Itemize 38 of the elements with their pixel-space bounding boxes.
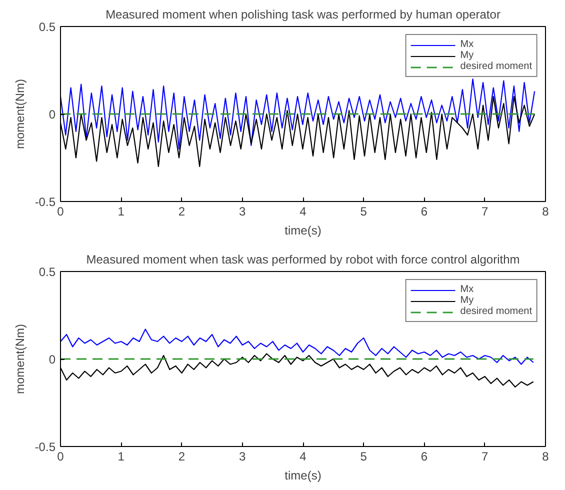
x-tick-label: 3 — [239, 204, 246, 218]
y-tick-label: 0 — [48, 108, 56, 122]
x-tick-label: 8 — [542, 450, 550, 464]
x-tick-label: 1 — [118, 204, 125, 218]
x-axis-title: time(s) — [284, 468, 322, 482]
legend-label: My — [460, 295, 475, 306]
x-tick-label: 7 — [482, 450, 489, 464]
x-tick-label: 1 — [118, 450, 125, 464]
line-series — [60, 78, 536, 150]
legend-label: Mx — [460, 39, 475, 50]
y-tick-label: 0.5 — [38, 20, 56, 34]
x-tick-label: 4 — [300, 450, 307, 464]
y-tick-label: -0.5 — [34, 195, 56, 209]
chart-title: Measured moment when task was performed by robot with force control algorithm — [86, 252, 520, 266]
x-axis-title: time(s) — [284, 224, 322, 238]
x-tick-label: 2 — [178, 450, 186, 464]
y-axis-title: moment(Nm) — [12, 78, 27, 149]
x-tick-label: 8 — [542, 204, 550, 218]
x-tick-label: 3 — [239, 450, 246, 464]
legend-label: desired moment — [460, 61, 532, 72]
x-tick-label: 7 — [482, 204, 489, 218]
legend-label: Mx — [460, 284, 475, 295]
line-series — [60, 328, 534, 365]
y-tick-label: -0.5 — [34, 440, 56, 454]
x-tick-label: 5 — [360, 450, 368, 464]
x-tick-label: 0 — [57, 204, 64, 218]
chart-title: Measured moment when polishing task was performed by human operator — [106, 8, 500, 22]
x-tick-label: 4 — [300, 204, 307, 218]
y-tick-label: 0.5 — [38, 265, 56, 279]
x-tick-label: 6 — [420, 204, 428, 218]
x-tick-label: 2 — [178, 204, 186, 218]
x-tick-label: 5 — [360, 204, 368, 218]
x-tick-label: 0 — [57, 450, 64, 464]
x-tick-label: 6 — [420, 450, 428, 464]
legend-label: My — [460, 50, 475, 61]
legend-label: desired moment — [460, 306, 532, 317]
y-tick-label: 0 — [48, 352, 56, 366]
y-axis-title: moment(Nm) — [12, 324, 27, 394]
